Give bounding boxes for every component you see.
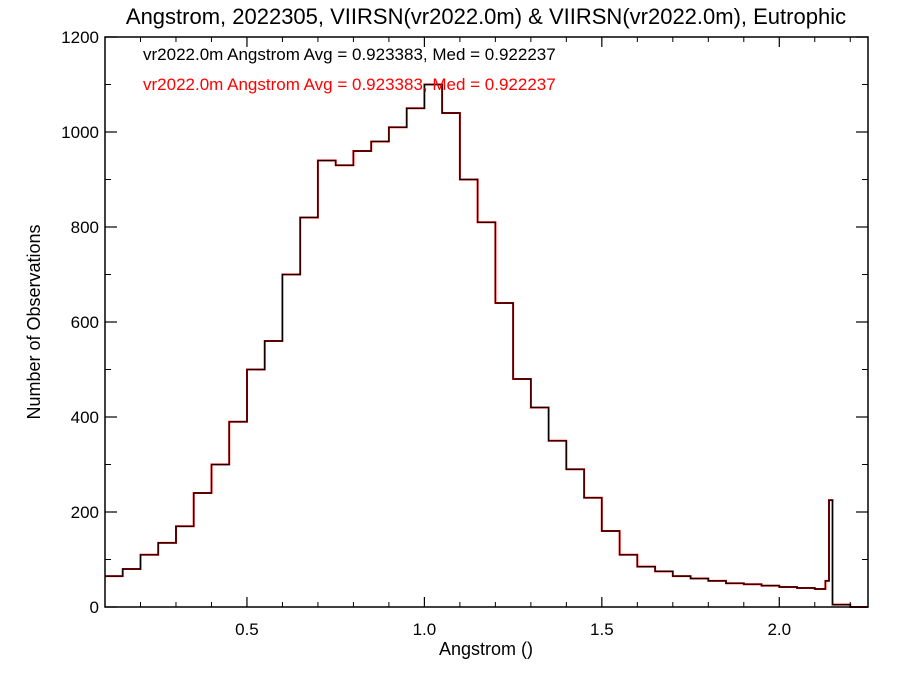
y-axis: 0 200 400 600 800 1000 1200	[61, 28, 868, 617]
y-tick-label: 1000	[61, 123, 99, 142]
y-tick-label: 200	[71, 503, 99, 522]
y-axis-title: Number of Observations	[24, 224, 44, 419]
x-axis: 0.5 1.0 1.5 2.0	[104, 37, 851, 639]
x-tick-label: 1.0	[413, 620, 437, 639]
y-tick-label: 400	[71, 408, 99, 427]
y-tick-label: 600	[71, 313, 99, 332]
series-line-1	[105, 83, 868, 608]
x-tick-label: 0.5	[235, 620, 259, 639]
y-tick-label: 1200	[61, 28, 99, 47]
series-group	[105, 83, 868, 608]
chart-title: Angstrom, 2022305, VIIRSN(vr2022.0m) & V…	[126, 4, 846, 29]
series-line-2	[105, 83, 868, 608]
annotation-avg-med-red: vr2022.0m Angstrom Avg = 0.923383, Med =…	[143, 75, 556, 94]
y-tick-label: 800	[71, 218, 99, 237]
y-tick-label: 0	[90, 598, 99, 617]
x-axis-title: Angstrom ()	[439, 639, 533, 659]
x-tick-label: 1.5	[590, 620, 614, 639]
x-tick-label: 2.0	[767, 620, 791, 639]
plot-frame	[104, 36, 869, 608]
annotation-avg-med-black: vr2022.0m Angstrom Avg = 0.923383, Med =…	[143, 45, 556, 64]
